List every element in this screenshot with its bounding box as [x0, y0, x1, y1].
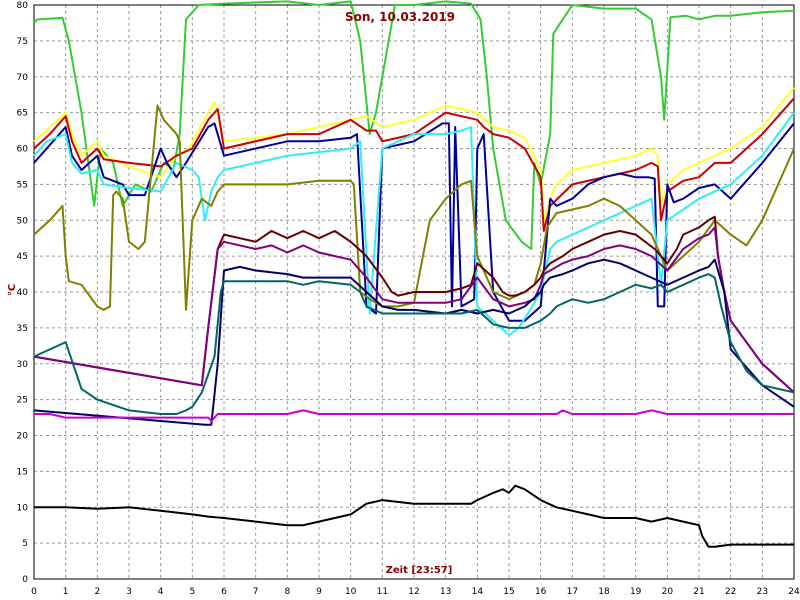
x-tick-label: 21: [693, 587, 704, 597]
y-tick-label: 70: [17, 73, 29, 83]
series-line-5: [33, 112, 795, 337]
y-tick-label: 20: [17, 432, 29, 442]
x-tick-label: 15: [503, 587, 514, 597]
y-tick-label: 50: [17, 216, 29, 226]
series-line-2: [33, 86, 795, 222]
y-tick-label: 15: [17, 467, 28, 477]
series-line-12: [34, 484, 794, 548]
tick-labels: 0 1 2 3 4 5 6 7 8 9 10 11 12 13 14 15 16 17 18 19 20 21 22 23 24…: [17, 1, 800, 597]
series-line-3: [33, 97, 795, 232]
x-tick-label: 8: [284, 587, 290, 597]
x-tick-label: 6: [221, 587, 227, 597]
series-line-9: [33, 258, 795, 426]
y-tick-label: 75: [17, 37, 28, 47]
series-line-11: [34, 409, 794, 423]
x-tick-label: 3: [126, 587, 132, 597]
y-tick-label: 40: [17, 288, 29, 298]
x-tick-label: 22: [725, 587, 736, 597]
series-line-8: [33, 226, 795, 394]
x-tick-label: 12: [408, 587, 419, 597]
series-line-4: [33, 122, 795, 322]
y-tick-label: 10: [17, 503, 29, 513]
x-tick-label: 9: [316, 587, 322, 597]
x-tick-label: 18: [598, 587, 610, 597]
y-tick-label: 35: [17, 324, 28, 334]
series-line-7: [33, 215, 795, 394]
x-tick-label: 13: [440, 587, 451, 597]
y-tick-label: 5: [22, 539, 28, 549]
y-tick-label: 60: [17, 145, 29, 155]
y-axis-label: °C: [7, 284, 18, 296]
y-tick-label: 65: [17, 109, 28, 119]
series-line-10: [33, 273, 795, 415]
x-tick-label: 0: [31, 587, 37, 597]
x-tick-label: 14: [472, 587, 484, 597]
chart-title: Son, 10.03.2019: [345, 10, 455, 24]
x-tick-label: 2: [94, 587, 100, 597]
y-tick-label: 30: [17, 360, 29, 370]
x-tick-label: 10: [345, 587, 357, 597]
y-tick-label: 80: [17, 1, 29, 11]
y-tick-label: 0: [22, 575, 28, 585]
x-axis-label: Zeit [23:57]: [386, 565, 453, 576]
x-tick-label: 19: [630, 587, 642, 597]
y-tick-label: 25: [17, 396, 28, 406]
x-tick-label: 11: [377, 587, 388, 597]
x-tick-label: 5: [189, 587, 195, 597]
x-tick-label: 1: [63, 587, 69, 597]
x-tick-label: 24: [788, 587, 800, 597]
x-tick-label: 17: [567, 587, 578, 597]
x-tick-label: 16: [535, 587, 547, 597]
x-tick-label: 4: [158, 587, 164, 597]
series-lines: [33, 0, 795, 548]
series-line-1: [33, 0, 795, 250]
y-tick-label: 45: [17, 252, 28, 262]
y-tick-label: 55: [17, 180, 28, 190]
x-tick-label: 20: [662, 587, 674, 597]
x-tick-label: 7: [253, 587, 259, 597]
series-line-6: [33, 104, 795, 311]
x-tick-label: 23: [757, 587, 768, 597]
